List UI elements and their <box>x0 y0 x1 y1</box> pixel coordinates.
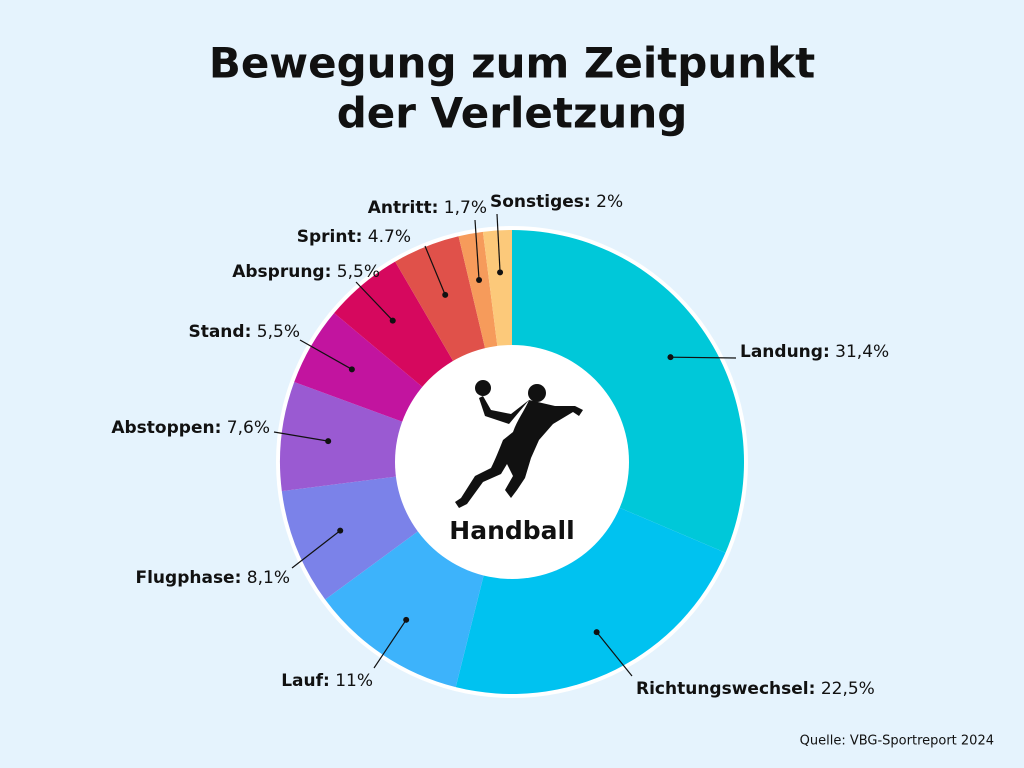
leader-dot <box>348 366 355 373</box>
value-label: 4.7% <box>368 227 411 247</box>
value-label: 31,4% <box>835 342 889 362</box>
value-label: 5,5% <box>257 322 300 342</box>
leader-line <box>424 245 446 296</box>
slice-label: Landung: 31,4% <box>740 342 889 362</box>
center-label: Handball <box>449 516 574 545</box>
slice-label: Antritt: 1,7% <box>368 198 487 218</box>
category-name: Sprint: <box>297 227 363 247</box>
leader-dot <box>389 317 396 324</box>
value-label: 1,7% <box>444 198 487 218</box>
leader-dot <box>667 354 674 361</box>
category-name: Sonstiges: <box>490 192 591 212</box>
chart-title: Bewegung zum Zeitpunkt <box>209 39 815 88</box>
leader-line <box>670 356 737 359</box>
slice-label: Richtungswechsel: 22,5% <box>636 679 875 699</box>
leader-dot <box>403 616 410 623</box>
leader-dot <box>442 291 449 298</box>
leader-line <box>291 530 341 569</box>
handball-icon <box>455 380 583 508</box>
slice-label: Sprint: 4.7% <box>297 227 411 247</box>
leader-line <box>474 219 480 280</box>
value-label: 22,5% <box>821 679 875 699</box>
value-label: 8,1% <box>247 568 290 588</box>
chart-title: der Verletzung <box>337 89 688 138</box>
leader-line <box>373 619 407 669</box>
leader-line <box>273 431 329 442</box>
category-name: Antritt: <box>368 198 439 218</box>
value-label: 5,5% <box>337 262 380 282</box>
leader-line <box>496 213 501 273</box>
category-name: Lauf: <box>281 671 330 691</box>
category-name: Richtungswechsel: <box>636 679 815 699</box>
value-label: 2% <box>596 192 623 212</box>
leader-line <box>355 281 394 321</box>
category-name: Stand: <box>188 322 251 342</box>
category-name: Landung: <box>740 342 830 362</box>
leader-dot <box>593 629 600 636</box>
leader-line <box>596 631 633 677</box>
value-label: 11% <box>335 671 373 691</box>
leader-dot <box>497 269 504 276</box>
slice-label: Stand: 5,5% <box>188 322 300 342</box>
leader-dot <box>337 527 344 534</box>
leader-dot <box>325 438 332 445</box>
slice-label: Flugphase: 8,1% <box>135 568 290 588</box>
slice-label: Sonstiges: 2% <box>490 192 623 212</box>
slice-label: Abstoppen: 7,6% <box>111 418 270 438</box>
category-name: Flugphase: <box>135 568 241 588</box>
category-name: Abstoppen: <box>111 418 221 438</box>
value-label: 7,6% <box>227 418 270 438</box>
category-name: Absprung: <box>232 262 331 282</box>
source: Quelle: VBG-Sportreport 2024 <box>800 734 994 749</box>
slice-label: Absprung: 5,5% <box>232 262 380 282</box>
leader-dot <box>476 276 483 283</box>
leader-line <box>299 339 353 370</box>
slice-label: Lauf: 11% <box>281 671 373 691</box>
